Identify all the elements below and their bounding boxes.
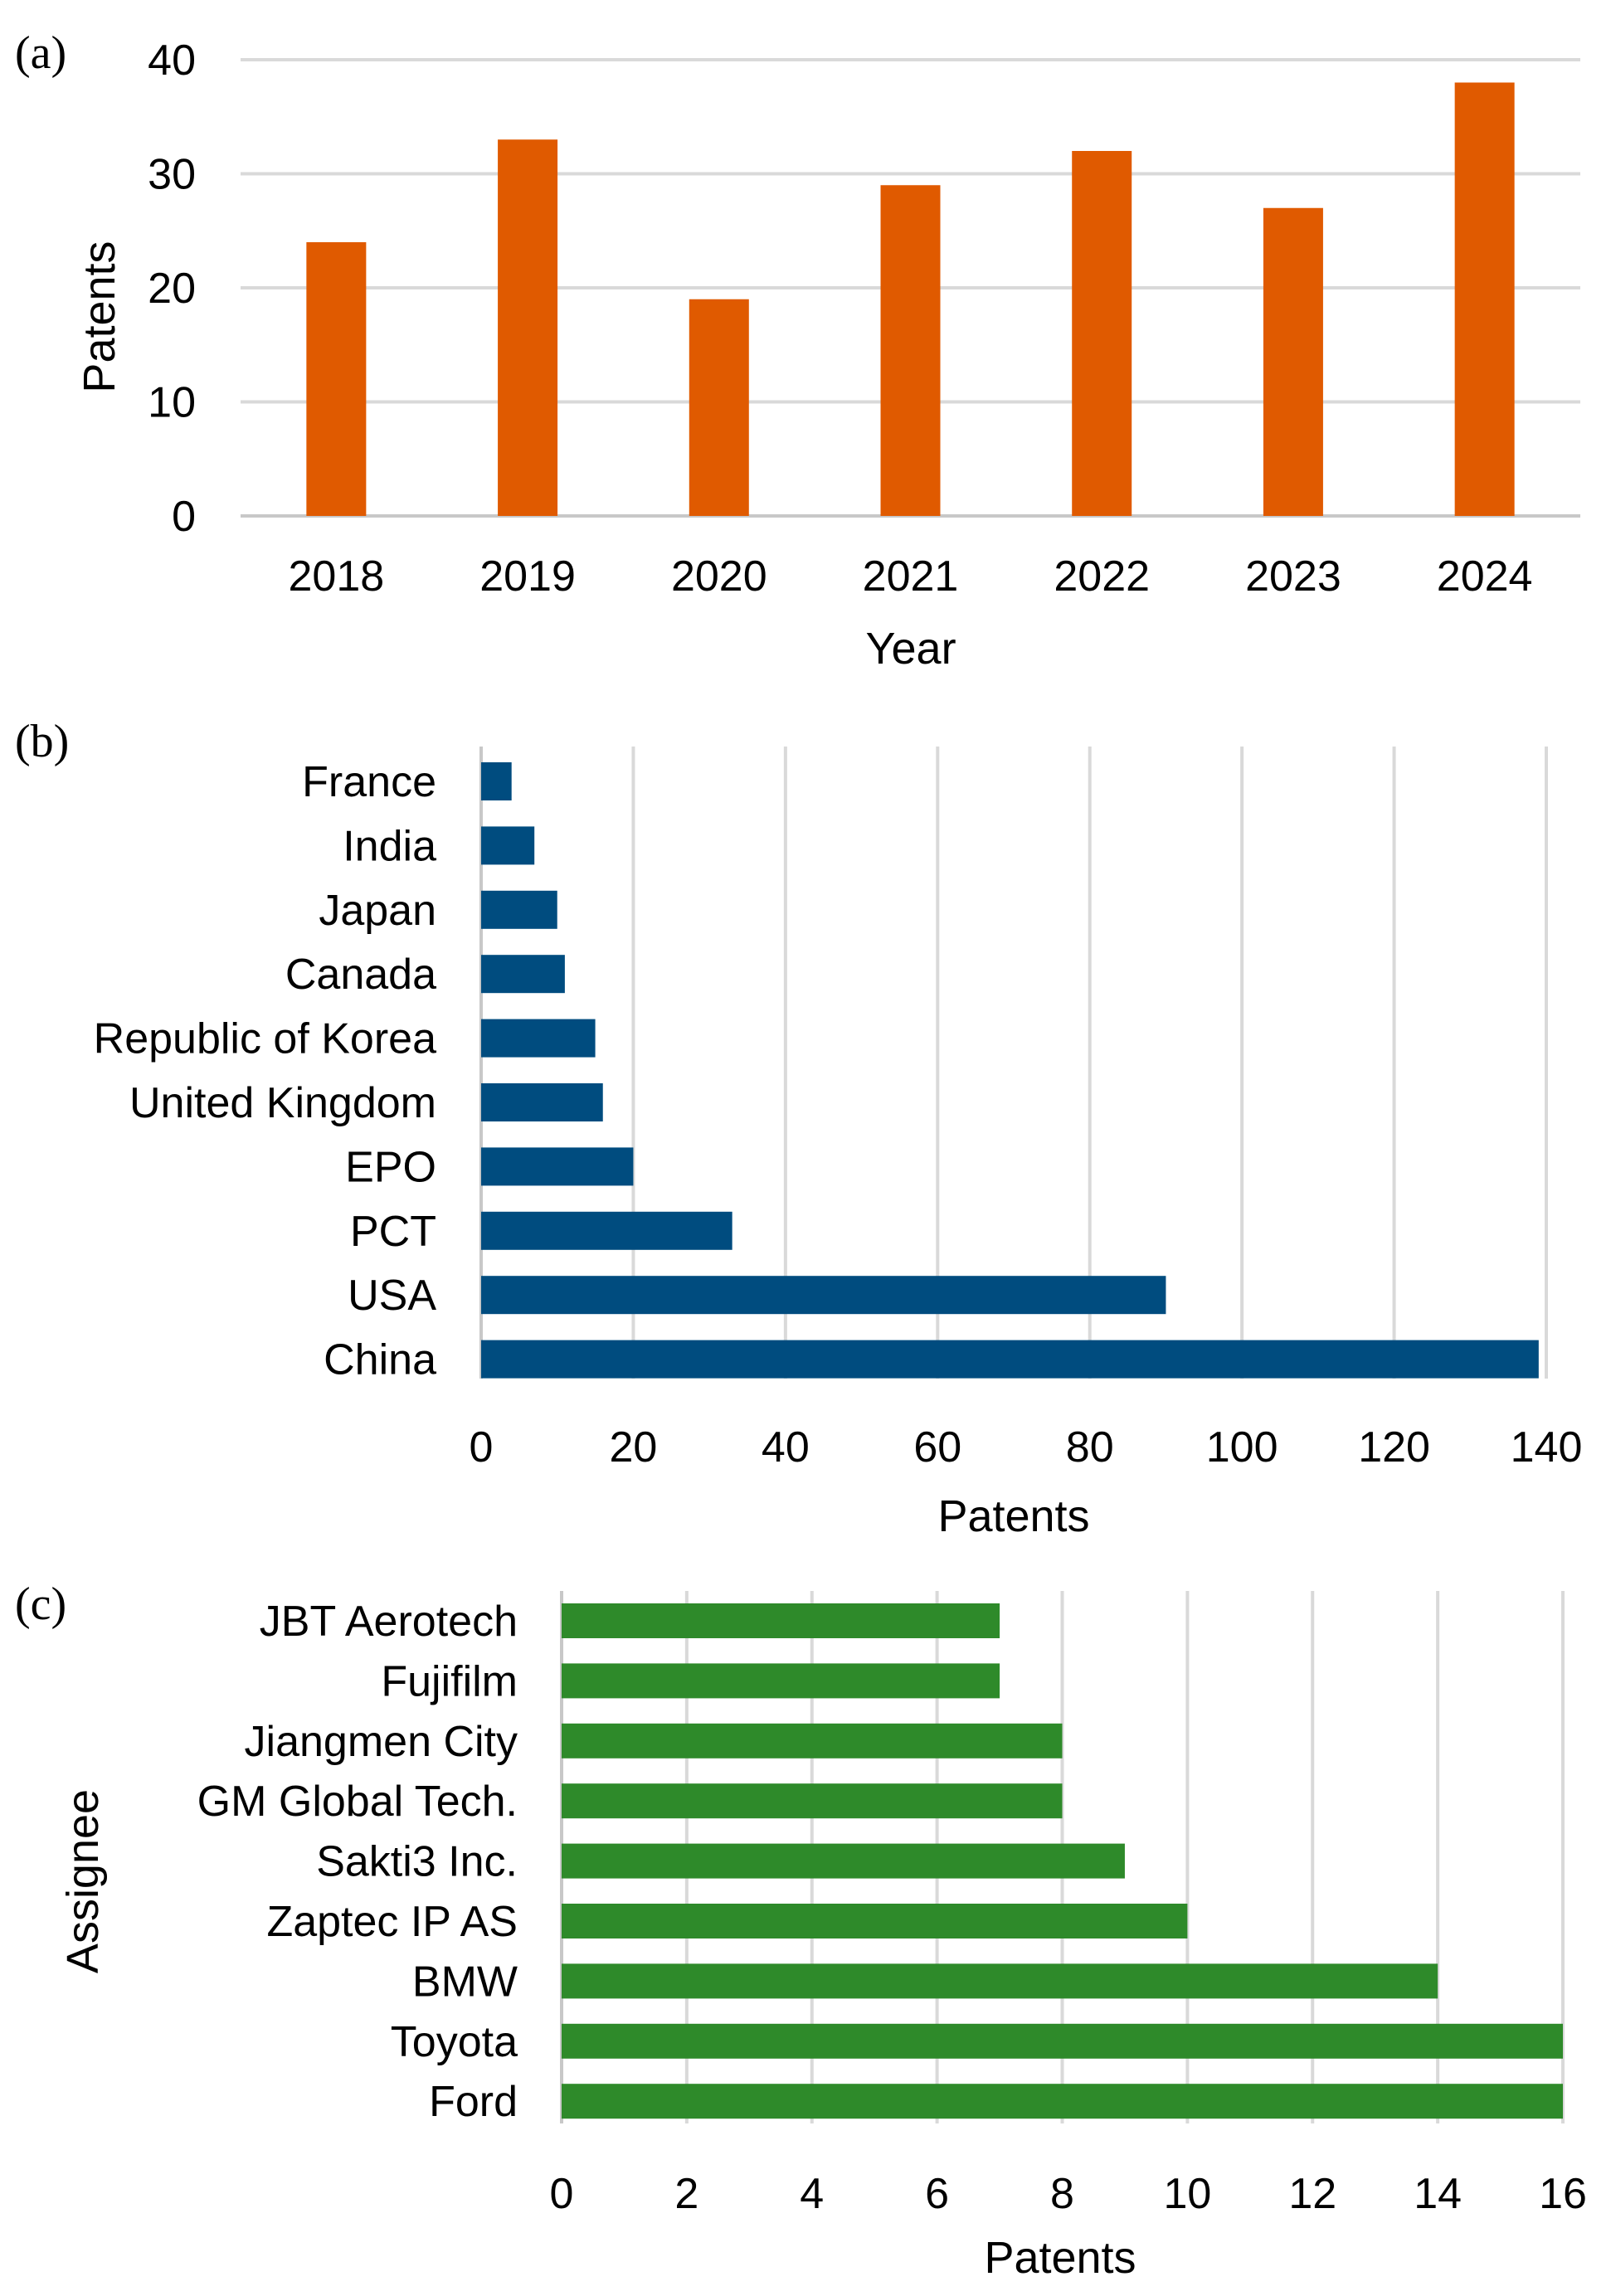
category-label-china: China — [324, 1336, 436, 1384]
bar-republic-of-korea — [481, 1019, 596, 1058]
bar-jiangmen-city — [562, 1723, 1063, 1758]
category-label-canada: Canada — [285, 951, 436, 999]
category-label-jbt-aerotech: JBT Aerotech — [260, 1598, 518, 1646]
panel-c-x-tick-label: 4 — [800, 2170, 824, 2218]
bar-toyota — [562, 2023, 1563, 2059]
panel-a-year-chart: (a) 2018 2019 2020 2021 2022 2023 2024 0 10 20 30… — [15, 27, 1580, 674]
panel-b-x-tick-label: 140 — [1511, 1423, 1583, 1471]
category-label-epo: EPO — [345, 1143, 436, 1191]
bar-epo — [481, 1147, 634, 1186]
panel-c-x-tick-label: 8 — [1050, 2170, 1074, 2218]
panel-c-x-tick-label: 6 — [925, 2170, 949, 2218]
panel-c-x-tick-labels: 0 2 4 6 8 10 12 14 16 — [550, 2170, 1587, 2218]
bar-sakti3-inc — [562, 1843, 1125, 1879]
bar-2022 — [1072, 151, 1132, 516]
panel-b-x-tick-label: 0 — [470, 1423, 494, 1471]
x-tick-label-2022: 2022 — [1054, 552, 1150, 601]
panel-b-x-tick-labels: 0 20 40 60 80 100 120 140 — [470, 1423, 1583, 1471]
category-label-india: India — [343, 822, 436, 870]
bar-india — [481, 826, 535, 865]
panel-b-x-tick-label: 100 — [1206, 1423, 1278, 1471]
category-label-sakti3-inc: Sakti3 Inc. — [316, 1838, 518, 1886]
category-label-ford: Ford — [429, 2078, 518, 2126]
category-label-japan: Japan — [319, 887, 436, 935]
x-tick-label-2023: 2023 — [1245, 552, 1341, 601]
category-label-pct: PCT — [350, 1208, 436, 1256]
x-tick-label-2018: 2018 — [289, 552, 385, 601]
category-label-gm-global-tech: GM Global Tech. — [197, 1778, 518, 1826]
panel-c-bars — [562, 1603, 1563, 2119]
bar-2023 — [1263, 207, 1323, 516]
panel-c-assignee-chart: (c) 0 2 4 6 8 10 12 14 16 JBT Aerotech Fujifilm Ji… — [15, 1578, 1587, 2283]
panel-b-x-tick-label: 120 — [1358, 1423, 1430, 1471]
panel-a-label: (a) — [15, 27, 66, 79]
bar-2020 — [689, 299, 749, 516]
category-label-united-kingdom: United Kingdom — [129, 1079, 436, 1127]
x-tick-label-2020: 2020 — [671, 552, 767, 601]
bar-2019 — [498, 139, 558, 516]
category-label-zaptec-ip-as: Zaptec IP AS — [266, 1898, 518, 1946]
bar-united-kingdom — [481, 1083, 603, 1121]
category-label-fujifilm: Fujifilm — [381, 1657, 518, 1705]
category-label-toyota: Toyota — [391, 2018, 518, 2066]
category-label-usa: USA — [348, 1272, 436, 1320]
panel-c-label: (c) — [15, 1578, 66, 1630]
panel-b-country-chart: (b) 0 20 40 60 80 100 120 140 France India Japan C… — [15, 716, 1582, 1541]
bar-canada — [481, 955, 565, 994]
panel-a-y-tick-label: 30 — [148, 151, 196, 199]
panel-c-x-tick-label: 2 — [674, 2170, 698, 2218]
panel-c-x-tick-label: 10 — [1163, 2170, 1211, 2218]
panel-a-y-tick-label: 40 — [148, 36, 196, 85]
bar-2024 — [1454, 82, 1515, 516]
panel-c-x-axis-title: Patents — [984, 2233, 1136, 2283]
panel-b-label: (b) — [15, 716, 69, 767]
category-label-bmw: BMW — [412, 1958, 518, 2006]
bar-jbt-aerotech — [562, 1603, 1000, 1638]
panel-a-x-tick-labels: 2018 2019 2020 2021 2022 2023 2024 — [289, 552, 1533, 601]
bar-china — [481, 1340, 1539, 1379]
bar-fujifilm — [562, 1663, 1000, 1699]
category-label-jiangmen-city: Jiangmen City — [245, 1718, 518, 1766]
panel-b-x-tick-label: 20 — [610, 1423, 658, 1471]
bar-ford — [562, 2084, 1563, 2119]
panel-a-y-tick-label: 0 — [172, 493, 196, 541]
bar-2021 — [880, 185, 941, 516]
category-label-france: France — [302, 758, 436, 806]
panel-b-x-tick-label: 40 — [762, 1423, 810, 1471]
bar-bmw — [562, 1963, 1438, 1999]
panel-a-bars — [306, 82, 1515, 516]
panel-b-x-axis-title: Patents — [937, 1491, 1089, 1541]
bar-pct — [481, 1211, 732, 1250]
panel-a-x-axis-title: Year — [865, 624, 956, 674]
panel-c-y-axis-title: Assignee — [58, 1789, 108, 1973]
panel-a-y-axis-title: Patents — [75, 241, 124, 392]
panel-b-x-tick-label: 80 — [1066, 1423, 1114, 1471]
bar-gm-global-tech — [562, 1783, 1063, 1819]
panel-c-x-tick-label: 12 — [1288, 2170, 1336, 2218]
panel-a-y-tick-label: 10 — [148, 379, 196, 427]
panel-c-x-tick-label: 16 — [1539, 2170, 1587, 2218]
x-tick-label-2024: 2024 — [1437, 552, 1533, 601]
bar-japan — [481, 890, 557, 929]
x-tick-label-2021: 2021 — [863, 552, 959, 601]
panel-a-y-tick-label: 20 — [148, 265, 196, 313]
panel-b-bars — [481, 762, 1539, 1379]
bar-france — [481, 762, 512, 800]
panel-b-category-labels: France India Japan Canada Republic of Korea U… — [94, 758, 437, 1384]
panel-a-y-tick-labels: 0 10 20 30 40 — [148, 36, 196, 541]
panel-c-x-tick-label: 0 — [550, 2170, 574, 2218]
panel-c-x-tick-label: 14 — [1414, 2170, 1462, 2218]
bar-2018 — [306, 242, 367, 516]
category-label-republic-of-korea: Republic of Korea — [94, 1015, 436, 1063]
panel-b-x-tick-label: 60 — [913, 1423, 961, 1471]
bar-usa — [481, 1276, 1166, 1315]
x-tick-label-2019: 2019 — [479, 552, 576, 601]
bar-zaptec-ip-as — [562, 1904, 1188, 1938]
panel-c-category-labels: JBT Aerotech Fujifilm Jiangmen City GM Glob… — [197, 1598, 518, 2126]
